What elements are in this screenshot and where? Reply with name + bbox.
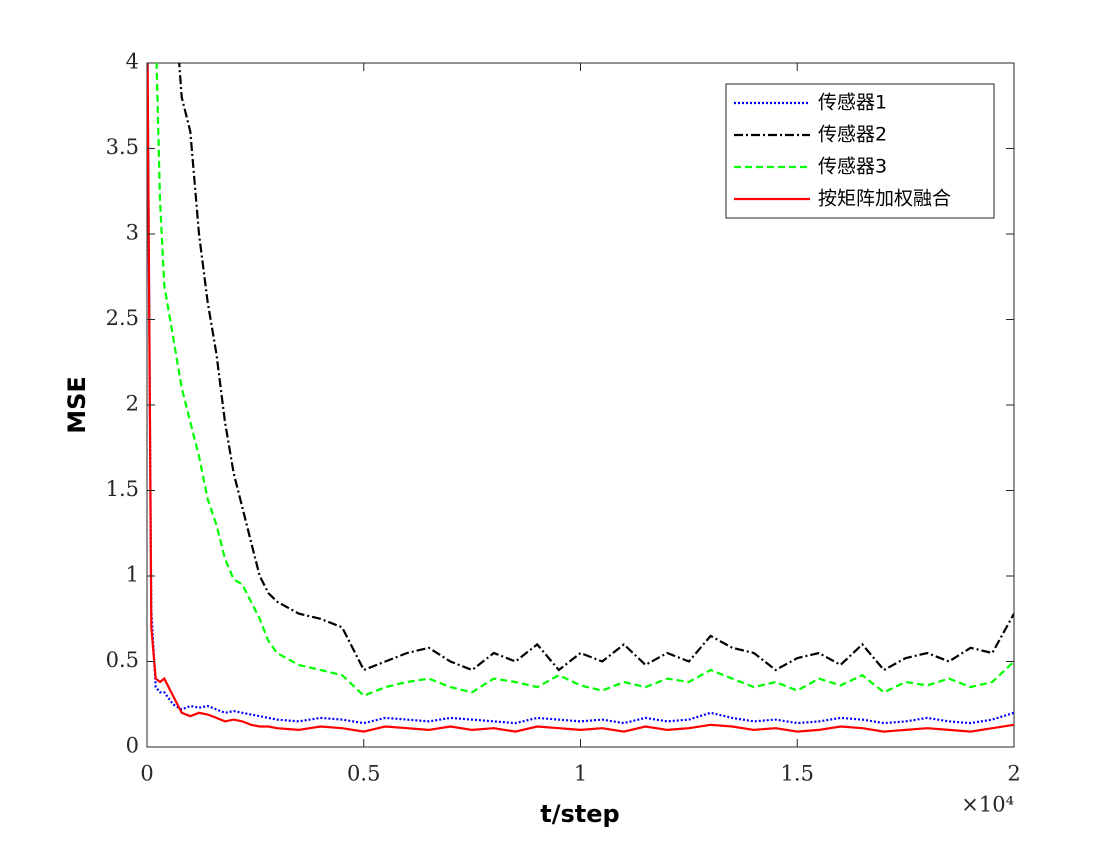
x-tick-label: 1 bbox=[574, 762, 587, 786]
series-line bbox=[147, 63, 1014, 725]
y-tick-label: 3 bbox=[126, 221, 139, 245]
y-tick-label: 0 bbox=[126, 734, 139, 758]
legend-label: 传感器2 bbox=[818, 124, 887, 146]
x-tick-label: 0 bbox=[140, 762, 153, 786]
x-tick-label: 2 bbox=[1007, 762, 1020, 786]
legend-label: 传感器3 bbox=[818, 156, 887, 178]
x-axis-label: t/step bbox=[540, 800, 619, 828]
legend-box bbox=[725, 83, 995, 219]
x-exponent: ×10⁴ bbox=[961, 793, 1014, 817]
y-tick-label: 2 bbox=[126, 392, 139, 416]
legend-label: 传感器1 bbox=[818, 92, 887, 114]
series-line bbox=[178, 63, 1014, 672]
y-tick-label: 3.5 bbox=[106, 135, 139, 159]
y-tick-label: 1.5 bbox=[106, 477, 139, 501]
y-tick-label: 0.5 bbox=[106, 648, 139, 672]
series-line bbox=[155, 63, 1014, 697]
lines bbox=[147, 63, 1014, 733]
y-tick-label: 1 bbox=[126, 563, 139, 587]
x-tick-label: 1.5 bbox=[781, 762, 814, 786]
x-tick-label: 0.5 bbox=[347, 762, 380, 786]
y-tick-label: 4 bbox=[126, 50, 139, 74]
y-tick-label: 2.5 bbox=[106, 306, 139, 330]
y-axis-label: MSE bbox=[63, 376, 91, 434]
series-line bbox=[147, 63, 1014, 733]
legend-label: 按矩阵加权融合 bbox=[818, 188, 951, 210]
